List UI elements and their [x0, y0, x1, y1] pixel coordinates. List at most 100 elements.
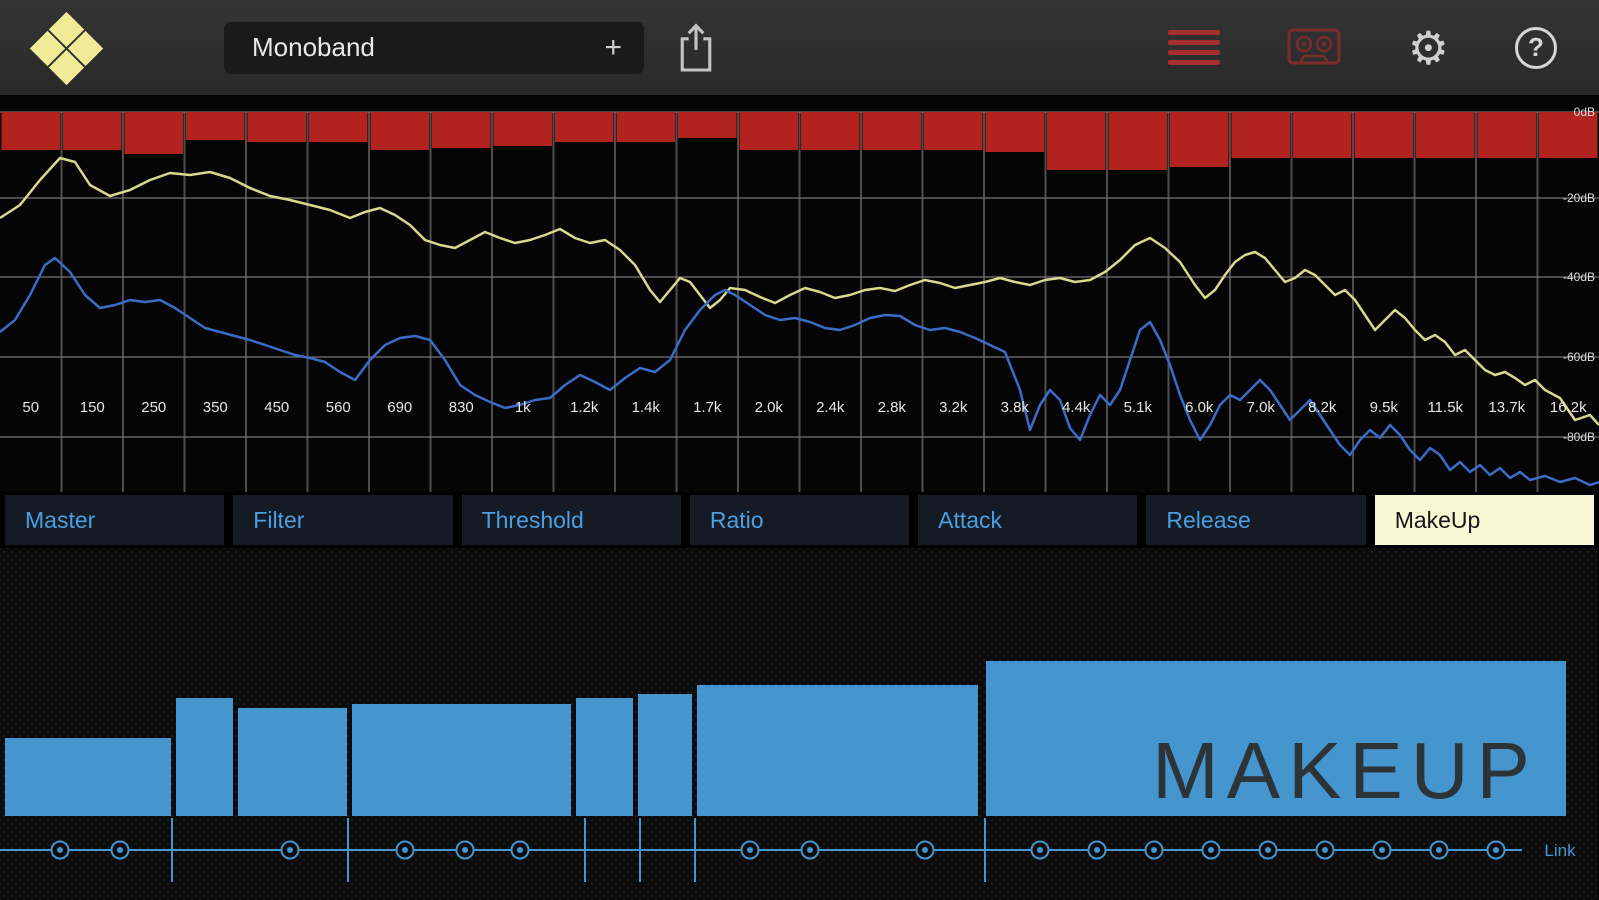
- freq-label: 13.7k: [1488, 399, 1525, 416]
- tab-label: MakeUp: [1394, 506, 1481, 533]
- makeup-band-bar[interactable]: [576, 698, 633, 816]
- gain-reduction-bar[interactable]: [124, 112, 184, 154]
- freq-label: 2.4k: [816, 399, 845, 416]
- gain-reduction-bar[interactable]: [1047, 112, 1106, 170]
- menu-button[interactable]: [1167, 30, 1220, 65]
- band-handle-dot: [1265, 847, 1271, 853]
- app-logo[interactable]: [29, 11, 104, 85]
- gain-reduction-bar[interactable]: [1354, 112, 1414, 158]
- freq-label: 1.2k: [570, 399, 599, 416]
- settings-button[interactable]: ⚙: [1408, 25, 1449, 71]
- freq-label: 2.0k: [755, 399, 784, 416]
- tab-makeup[interactable]: MakeUp: [1374, 495, 1594, 545]
- input-spectrum-curve: [0, 156, 1599, 426]
- tab-master[interactable]: Master: [5, 495, 225, 545]
- freq-label: 5.1k: [1124, 399, 1153, 416]
- gain-reduction-bar[interactable]: [186, 112, 245, 140]
- makeup-band-panel[interactable]: MAKEUP Link: [0, 548, 1599, 900]
- db-label: -40dB: [1563, 270, 1595, 284]
- gain-reduction-bar[interactable]: [63, 112, 122, 150]
- makeup-band-svg: MAKEUP Link: [0, 661, 1576, 882]
- gain-reduction-bar[interactable]: [493, 112, 553, 146]
- tab-filter[interactable]: Filter: [233, 495, 453, 545]
- freq-label: 1k: [515, 399, 531, 416]
- gain-reduction-bar[interactable]: [309, 112, 368, 142]
- gain-reduction-bar[interactable]: [555, 112, 614, 142]
- tab-ratio[interactable]: Ratio: [689, 495, 910, 545]
- gain-reduction-bar[interactable]: [616, 112, 676, 142]
- help-icon: ?: [1515, 26, 1557, 69]
- tab-label: Filter: [253, 506, 305, 533]
- band-handle-dot: [462, 847, 468, 853]
- makeup-band-bar[interactable]: [5, 738, 171, 816]
- makeup-band-bar[interactable]: [352, 704, 571, 816]
- gain-reduction-bar[interactable]: [801, 112, 860, 150]
- gain-reduction-bar[interactable]: [432, 112, 491, 148]
- freq-label: 3.8k: [1001, 399, 1030, 416]
- gain-reduction-bar[interactable]: [1539, 112, 1598, 158]
- makeup-band-bar[interactable]: [697, 685, 978, 816]
- preset-selector[interactable]: Monoband +: [224, 21, 644, 74]
- db-label: -60dB: [1563, 350, 1595, 364]
- tab-label: Master: [25, 506, 96, 533]
- band-handle-dot: [1094, 847, 1100, 853]
- topbar: Monoband +: [0, 0, 1599, 95]
- band-handle-dot: [1322, 847, 1328, 853]
- freq-label: 3.2k: [939, 399, 968, 416]
- gain-reduction-bar[interactable]: [1416, 112, 1475, 158]
- freq-label: 6.0k: [1185, 399, 1214, 416]
- gain-reduction-bar[interactable]: [924, 112, 983, 150]
- gain-reduction-bar[interactable]: [1231, 112, 1291, 158]
- makeup-band-bar[interactable]: [176, 698, 233, 816]
- output-spectrum-curve: [0, 256, 1599, 487]
- band-handle-dot: [1379, 847, 1385, 853]
- band-handle-dot: [1037, 847, 1043, 853]
- db-label: -20dB: [1563, 191, 1595, 205]
- help-button[interactable]: ?: [1515, 26, 1557, 69]
- menu-icon: [1167, 30, 1220, 65]
- gain-reduction-bar[interactable]: [370, 112, 430, 150]
- gain-reduction-bar[interactable]: [1293, 112, 1352, 158]
- tab-threshold[interactable]: Threshold: [461, 495, 681, 545]
- topbar-right-icons: ⚙ ?: [1167, 25, 1557, 71]
- tab-release[interactable]: Release: [1146, 495, 1366, 545]
- share-button[interactable]: [670, 18, 722, 78]
- preset-name: Monoband: [252, 32, 375, 62]
- tape-recorder-icon: [1287, 28, 1341, 64]
- gain-reduction-bar[interactable]: [862, 112, 922, 150]
- gain-reduction-bar[interactable]: [1, 112, 61, 150]
- band-handle-dot: [402, 847, 408, 853]
- gain-reduction-bar[interactable]: [678, 112, 737, 138]
- band-handle-dot: [517, 847, 523, 853]
- band-handle-dot: [1493, 847, 1499, 853]
- tab-label: Threshold: [481, 506, 584, 533]
- gain-reduction-bar[interactable]: [1108, 112, 1168, 170]
- gain-reduction-bar[interactable]: [739, 112, 799, 150]
- freq-label: 560: [326, 399, 351, 416]
- gain-reduction-bar[interactable]: [247, 112, 307, 142]
- makeup-watermark: MAKEUP: [1152, 726, 1538, 815]
- db-label: 0dB: [1574, 105, 1595, 119]
- band-handle-dot: [287, 847, 293, 853]
- add-preset-button[interactable]: +: [604, 30, 622, 64]
- spectrum-display[interactable]: 50 150 250 350 450 560 690 830 1k 1.2k 1.4k 1.7k 2.0…: [0, 95, 1599, 492]
- freq-label: 150: [80, 399, 105, 416]
- freq-label: 11.5k: [1427, 399, 1463, 416]
- band-handle-dot: [922, 847, 928, 853]
- spectrum-svg: 50 150 250 350 450 560 690 830 1k 1.2k 1.4k 1.7k 2.0…: [0, 105, 1599, 492]
- recorder-button[interactable]: [1286, 27, 1342, 69]
- gain-reduction-bar[interactable]: [1170, 112, 1229, 167]
- makeup-band-bar[interactable]: [638, 694, 692, 816]
- gain-reduction-bar[interactable]: [985, 112, 1045, 152]
- link-label[interactable]: Link: [1544, 841, 1576, 860]
- makeup-band-bar[interactable]: [986, 661, 1566, 816]
- freq-label: 9.5k: [1370, 399, 1399, 416]
- band-handle-dot: [1208, 847, 1214, 853]
- gain-reduction-bar[interactable]: [1477, 112, 1537, 158]
- tab-attack[interactable]: Attack: [918, 495, 1138, 545]
- makeup-band-bar[interactable]: [238, 708, 347, 816]
- freq-label: 50: [22, 399, 39, 416]
- band-handle-dot: [807, 847, 813, 853]
- share-icon: [680, 22, 712, 72]
